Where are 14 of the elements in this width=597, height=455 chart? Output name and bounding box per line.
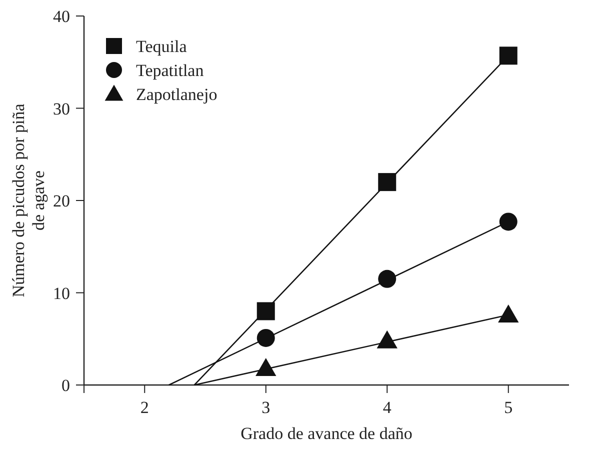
y-tick-label: 0: [62, 376, 70, 395]
x-tick-label: 2: [140, 398, 149, 417]
legend-label: Zapotlanejo: [136, 85, 218, 104]
x-axis-title: Grado de avance de daño: [240, 424, 412, 443]
y-tick-label: 10: [53, 284, 70, 303]
legend-label: Tequila: [136, 37, 188, 56]
y-tick-label: 40: [53, 7, 70, 26]
x-tick-label: 4: [382, 398, 392, 417]
x-tick-label: 5: [504, 398, 513, 417]
y-axis-title: Número de picudos por piña de agave: [9, 103, 48, 298]
x-tick-label: 3: [262, 398, 270, 417]
legend-label: Tepatitlan: [136, 61, 204, 80]
y-tick-label: 20: [53, 192, 70, 210]
y-tick-label: 30: [53, 99, 70, 118]
